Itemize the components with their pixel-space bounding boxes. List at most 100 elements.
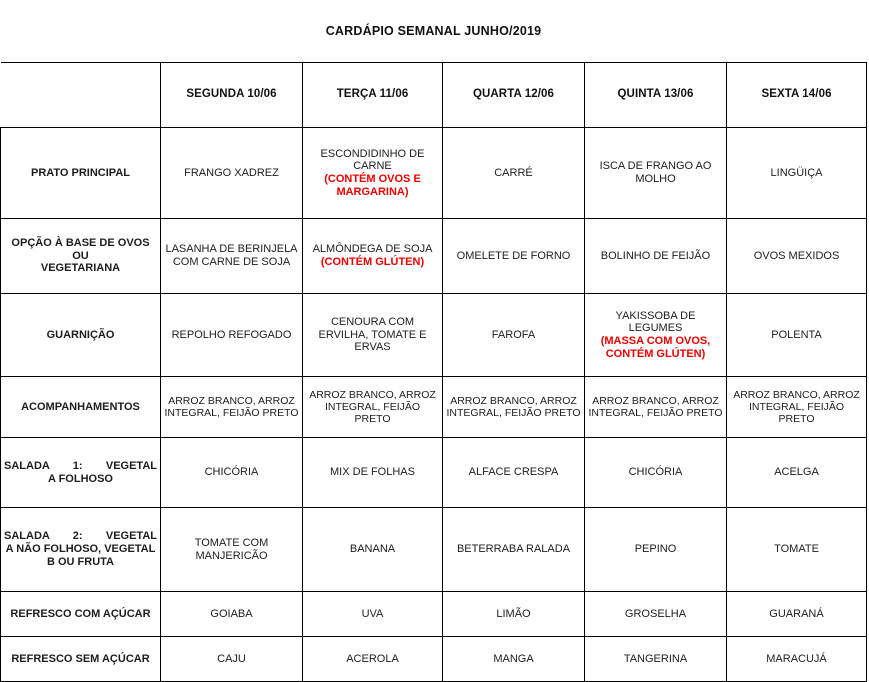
row-label: PRATO PRINCIPAL [0, 127, 161, 219]
menu-item-text: GUARANÁ [769, 607, 824, 620]
row-label-line: A FOLHOSO [48, 472, 113, 485]
menu-cell: YAKISSOBA DE LEGUMES (MASSA COM OVOS, CO… [584, 293, 727, 377]
table-corner-cell [0, 62, 161, 128]
table-row: GUARNIÇÃO REPOLHO REFOGADO CENOURA COM E… [0, 293, 868, 377]
menu-item-text: BOLINHO DE FEIJÃO [600, 249, 711, 262]
menu-item-text: TANGERINA [623, 652, 688, 665]
menu-item-text: ALMÔNDEGA DE SOJA [312, 243, 433, 256]
menu-cell: CHICÓRIA [160, 437, 303, 508]
menu-cell: ARROZ BRANCO, ARROZ INTEGRAL, FEIJÃO PRE… [160, 376, 303, 438]
menu-item-text: CENOURA COM ERVILHA, TOMATE E ERVAS [318, 315, 427, 354]
menu-cell: REPOLHO REFOGADO [160, 293, 303, 377]
menu-item-text: ALFACE CRESPA [468, 466, 559, 479]
menu-item-text: FAROFA [491, 328, 536, 341]
menu-item-text: MARACUJÁ [766, 652, 827, 665]
menu-cell: UVA [302, 591, 443, 637]
menu-cell: TANGERINA [584, 636, 727, 682]
menu-item-text: LIMÃO [496, 607, 531, 620]
menu-cell: FAROFA [442, 293, 585, 377]
menu-item-text: ARROZ BRANCO, ARROZ INTEGRAL, FEIJÃO PRE… [733, 388, 860, 426]
menu-cell: ALMÔNDEGA DE SOJA (CONTÉM GLÚTEN) [302, 218, 443, 294]
row-label: REFRESCO SEM AÇÚCAR [0, 636, 161, 682]
menu-item-text: LINGÜIÇA [770, 166, 823, 179]
menu-item-text: FRANGO XADREZ [184, 166, 279, 179]
menu-item-text: GOIABA [210, 607, 253, 620]
row-label: REFRESCO COM AÇÚCAR [0, 591, 161, 637]
menu-item-text: ESCONDIDINHO DE CARNE [320, 147, 425, 173]
menu-cell: BANANA [302, 507, 443, 592]
title-row: CARDÁPIO SEMANAL JUNHO/2019 [0, 0, 867, 63]
menu-item-text: CARRÉ [494, 166, 533, 179]
menu-cell: GOIABA [160, 591, 303, 637]
row-label-line: SALADA 2: VEGETAL [4, 530, 157, 543]
menu-cell: FRANGO XADREZ [160, 127, 303, 219]
row-label-line: B OU FRUTA [46, 555, 114, 568]
table-row: SALADA 2: VEGETAL A NÃO FOLHOSO, VEGETAL… [0, 507, 868, 592]
menu-cell: PEPINO [584, 507, 727, 592]
menu-item-text: CHICÓRIA [628, 466, 683, 479]
menu-item-text: CHICÓRIA [204, 466, 259, 479]
menu-item-text: BANANA [349, 543, 396, 556]
table-row: REFRESCO COM AÇÚCAR GOIABA UVA LIMÃO GRO… [0, 591, 868, 637]
menu-cell: OVOS MEXIDOS [725, 218, 868, 294]
menu-item-text: ISCA DE FRANGO AO MOLHO [599, 160, 712, 185]
menu-cell: ARROZ BRANCO, ARROZ INTEGRAL, FEIJÃO PRE… [442, 376, 585, 438]
menu-item-text: PEPINO [634, 543, 677, 556]
menu-item-text: MANGA [493, 652, 534, 665]
menu-item-text: UVA [361, 607, 384, 620]
menu-item-text: ARROZ BRANCO, ARROZ INTEGRAL, FEIJÃO PRE… [164, 394, 299, 419]
day-header-segunda: SEGUNDA 10/06 [160, 62, 303, 128]
menu-cell: TOMATE COM MANJERICÃO [160, 507, 303, 592]
menu-cell: LASANHA DE BERINJELA COM CARNE DE SOJA [160, 218, 303, 294]
menu-cell: ISCA DE FRANGO AO MOLHO [584, 127, 727, 219]
menu-item-text: POLENTA [771, 328, 822, 341]
menu-item-text: YAKISSOBA DE LEGUMES [615, 309, 696, 335]
menu-cell: ARROZ BRANCO, ARROZ INTEGRAL, FEIJÃO PRE… [302, 376, 443, 438]
menu-cell: CHICÓRIA [584, 437, 727, 508]
menu-cell: BOLINHO DE FEIJÃO [584, 218, 727, 294]
menu-cell: GROSELHA [584, 591, 727, 637]
menu-cell: CAJU [160, 636, 303, 682]
table-row: PRATO PRINCIPAL FRANGO XADREZ ESCONDIDIN… [0, 127, 868, 219]
menu-cell: MANGA [442, 636, 585, 682]
row-label-line: A NÃO FOLHOSO, VEGETAL [5, 543, 156, 556]
menu-item-text: REPOLHO REFOGADO [171, 328, 292, 341]
row-label: ACOMPANHAMENTOS [0, 376, 161, 438]
menu-cell: ALFACE CRESPA [442, 437, 585, 508]
table-row: REFRESCO SEM AÇÚCAR CAJU ACEROLA MANGA T… [0, 636, 868, 682]
table-row: ACOMPANHAMENTOS ARROZ BRANCO, ARROZ INTE… [0, 376, 868, 438]
table-row: OPÇÃO À BASE DE OVOS OU VEGETARIANA LASA… [0, 218, 868, 294]
row-label-line: OPÇÃO À BASE DE OVOS OU [11, 236, 150, 262]
allergen-warning: (CONTÉM OVOS E MARGARINA) [324, 173, 421, 198]
menu-cell: POLENTA [725, 293, 868, 377]
menu-cell: TOMATE [725, 507, 868, 592]
menu-cell: ACELGA [725, 437, 868, 508]
day-header-sexta: SEXTA 14/06 [725, 62, 868, 128]
menu-cell: MIX DE FOLHAS [302, 437, 443, 508]
weekday-header-row: SEGUNDA 10/06 TERÇA 11/06 QUARTA 12/06 Q… [0, 62, 868, 128]
menu-cell: ARROZ BRANCO, ARROZ INTEGRAL, FEIJÃO PRE… [725, 376, 868, 438]
row-label: GUARNIÇÃO [0, 293, 161, 377]
menu-cell: ESCONDIDINHO DE CARNE (CONTÉM OVOS E MAR… [302, 127, 443, 219]
menu-item-text: MIX DE FOLHAS [330, 466, 415, 479]
day-header-quinta: QUINTA 13/06 [584, 62, 727, 128]
menu-cell: ACEROLA [302, 636, 443, 682]
menu-item-text: LASANHA DE BERINJELA COM CARNE DE SOJA [165, 243, 298, 268]
menu-cell: ARROZ BRANCO, ARROZ INTEGRAL, FEIJÃO PRE… [584, 376, 727, 438]
menu-item-text: OMELETE DE FORNO [456, 249, 571, 262]
menu-item-text: TOMATE COM MANJERICÃO [194, 536, 269, 562]
menu-cell: CARRÉ [442, 127, 585, 219]
menu-item-text: BETERRABA RALADA [456, 543, 571, 556]
menu-cell: LIMÃO [442, 591, 585, 637]
menu-item-text: ARROZ BRANCO, ARROZ INTEGRAL, FEIJÃO PRE… [446, 394, 581, 419]
row-label: OPÇÃO À BASE DE OVOS OU VEGETARIANA [0, 218, 161, 294]
menu-cell: MARACUJÁ [725, 636, 868, 682]
menu-item-text: GROSELHA [624, 607, 687, 620]
menu-item-text: ACEROLA [346, 652, 399, 665]
row-label: SALADA 1: VEGETAL A FOLHOSO [0, 437, 161, 508]
menu-item-text: OVOS MEXIDOS [753, 249, 840, 262]
allergen-warning: (CONTÉM GLÚTEN) [320, 256, 425, 268]
